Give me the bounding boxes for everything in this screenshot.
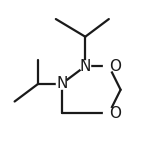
Text: O: O (109, 59, 121, 74)
Text: O: O (109, 106, 121, 121)
Text: N: N (80, 59, 91, 74)
Circle shape (103, 108, 114, 119)
Circle shape (103, 61, 114, 71)
Text: N: N (56, 76, 67, 91)
Circle shape (56, 79, 67, 89)
Circle shape (80, 61, 91, 71)
